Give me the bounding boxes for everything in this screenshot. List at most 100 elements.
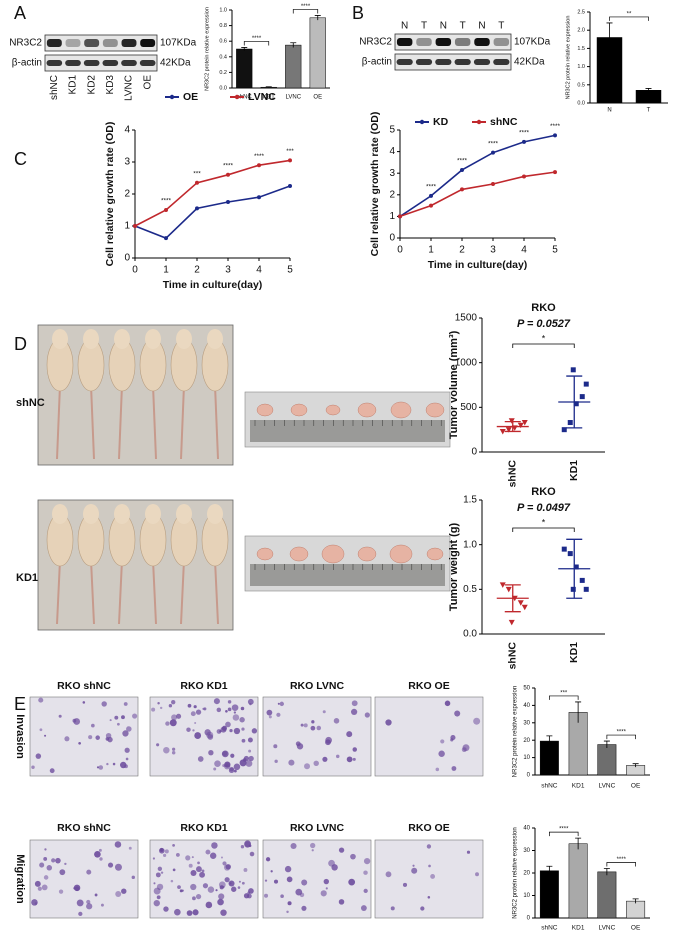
cell [31, 765, 35, 769]
y-tick-label: 4 [389, 146, 395, 157]
cell [39, 862, 45, 868]
blot-band [83, 60, 100, 66]
cell [273, 744, 278, 749]
cell [114, 863, 122, 871]
blot-band [121, 39, 137, 47]
tumor [256, 547, 274, 561]
y-tick-label: 0.5 [577, 82, 585, 88]
sig-label: **** [519, 130, 530, 137]
row-label: Migration [14, 854, 26, 904]
x-tick-label: KD1 [263, 95, 275, 101]
mouse-head [114, 504, 130, 524]
mouse-tail [214, 384, 219, 460]
cell [231, 704, 239, 711]
cell [215, 889, 218, 892]
micrograph [29, 696, 139, 777]
cell [78, 911, 83, 917]
mouse-head [83, 329, 99, 349]
cell [360, 905, 367, 911]
blot-band [84, 39, 100, 47]
error-bar [603, 740, 610, 749]
lane-label: T [498, 21, 504, 32]
blot-band [46, 60, 63, 66]
cell [132, 713, 138, 719]
cell [352, 747, 357, 752]
cell [331, 864, 338, 871]
cell [224, 877, 230, 883]
tumor [321, 544, 345, 564]
mouse-tail [152, 384, 157, 460]
sig-label: **** [550, 123, 561, 130]
y-tick-label: 2.5 [577, 9, 585, 15]
y-tick-label: 3 [389, 168, 395, 179]
cell [209, 852, 217, 859]
sig-label: **** [426, 184, 437, 191]
cell [426, 844, 432, 849]
cell [37, 886, 42, 891]
y-axis-label: Cell relative growth rate (OD) [369, 112, 381, 257]
mouse-tail [118, 384, 123, 460]
cell [88, 735, 93, 740]
cell [240, 845, 245, 849]
x-tick-label: KD1 [572, 925, 585, 932]
blot-band [435, 59, 452, 65]
cell [402, 882, 408, 887]
cell [109, 719, 112, 722]
cell [412, 864, 415, 867]
data-point [517, 422, 524, 429]
cell [213, 767, 217, 771]
cell [249, 851, 255, 857]
cell [207, 886, 215, 893]
cell [192, 909, 199, 916]
cell [114, 715, 119, 720]
y-tick-label: 1.5 [463, 495, 477, 506]
sig-label: **** [488, 140, 499, 147]
bar [539, 870, 559, 919]
mouse-head [207, 504, 223, 524]
cell [295, 888, 303, 896]
cell [199, 871, 205, 878]
cell [221, 725, 227, 731]
cell [159, 847, 164, 853]
micrograph [262, 839, 372, 919]
mouse-tail [180, 559, 185, 625]
cell [428, 864, 431, 868]
data-point [226, 200, 230, 204]
cell [96, 766, 100, 769]
mouse-tail [56, 559, 61, 625]
micrograph [29, 839, 139, 919]
cell [296, 743, 304, 750]
blot-band [396, 38, 413, 46]
x-tick-label: OE [631, 925, 641, 932]
legend-label: OE [183, 91, 198, 103]
cell [195, 709, 202, 715]
sig-label: **** [301, 4, 311, 10]
blot-row-label: NR3C2 [9, 38, 42, 49]
mouse-tail [56, 384, 61, 460]
cell [217, 898, 224, 906]
data-point [133, 224, 137, 228]
data-point [429, 193, 433, 198]
cell [248, 888, 254, 894]
cell [280, 894, 284, 898]
error-bar [632, 898, 639, 904]
blot-band [493, 38, 510, 46]
panel-label: E [14, 694, 26, 714]
cell [323, 878, 330, 885]
cell [55, 857, 61, 864]
cell [156, 883, 164, 891]
y-tick-label: 0 [527, 773, 531, 779]
cell [435, 767, 440, 772]
blot-row-label: NR3C2 [359, 37, 392, 48]
data-point [522, 174, 526, 179]
cell [64, 862, 67, 866]
data-point [460, 167, 464, 172]
y-tick-label: 1000 [455, 357, 478, 368]
cell [310, 725, 316, 731]
series-line [134, 185, 291, 240]
panel-label: D [14, 334, 27, 354]
cell [98, 848, 102, 852]
sig-bracket [512, 343, 575, 348]
error-bar [290, 42, 297, 48]
micrograph [374, 696, 484, 777]
